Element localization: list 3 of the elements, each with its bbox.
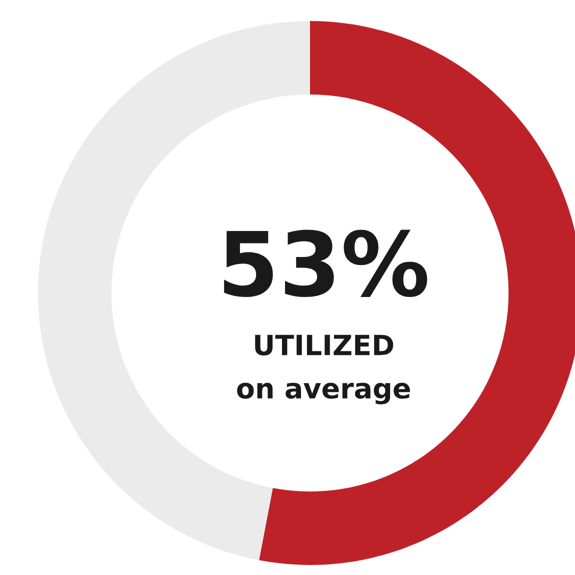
text: 53% <box>224 230 428 298</box>
text: on average <box>237 382 410 404</box>
text: UTILIZED <box>255 334 394 356</box>
